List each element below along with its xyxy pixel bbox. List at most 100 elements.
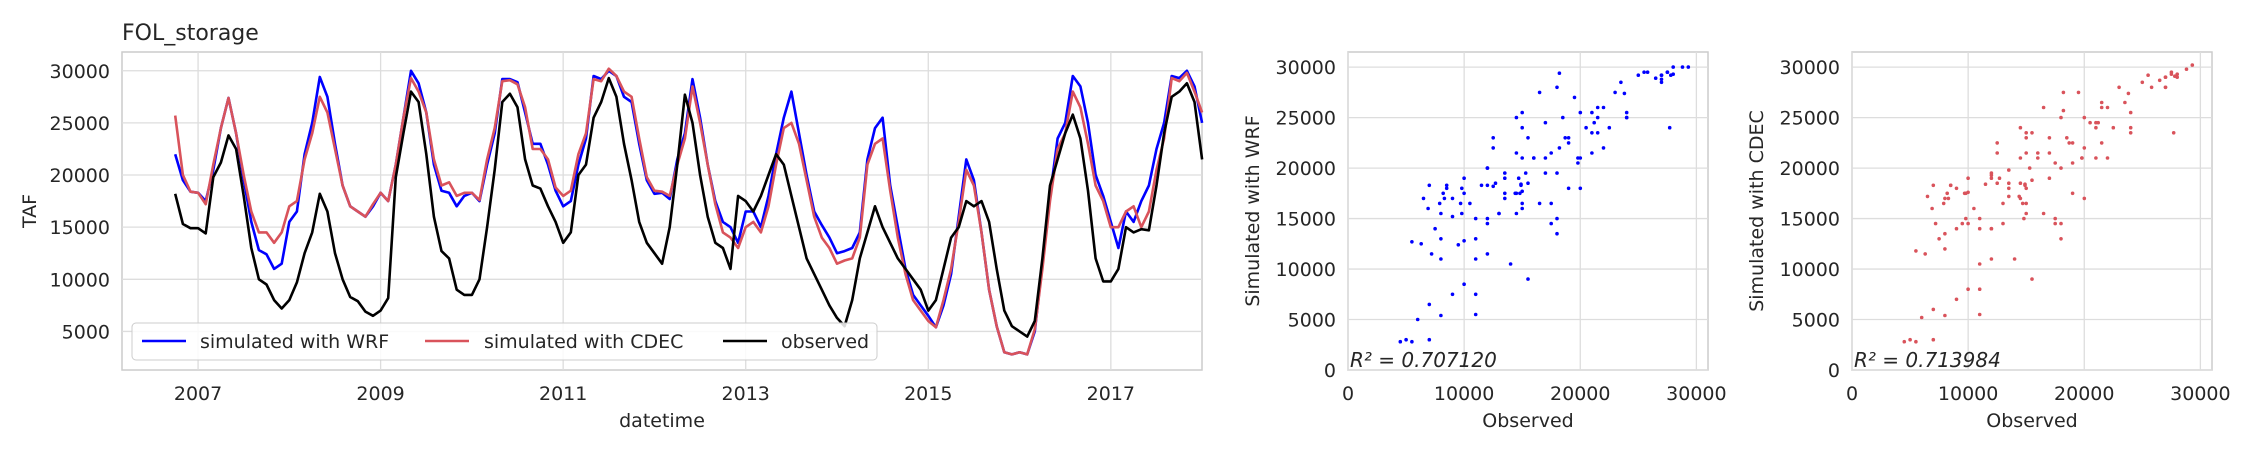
- scatter-point: [1977, 262, 1982, 266]
- scatter-point: [2105, 105, 2110, 110]
- scatter-point: [1645, 70, 1650, 74]
- scatter-point: [1671, 72, 1675, 76]
- scatter-point: [1485, 216, 1490, 221]
- scatter-point: [2099, 105, 2104, 110]
- scatter-point: [1437, 201, 1442, 206]
- scatter-point: [1555, 171, 1559, 175]
- y-tick-label: 30000: [1780, 57, 1840, 79]
- scatter-point: [1473, 292, 1478, 297]
- y-axis-label: Simulated with WRF: [1242, 115, 1264, 306]
- scatter-point: [2059, 166, 2063, 170]
- scatter-point: [2041, 211, 2046, 216]
- y-tick-label: 10000: [50, 269, 110, 291]
- y-tick-label: 25000: [1780, 108, 1840, 130]
- scatter-point: [1549, 201, 1553, 206]
- cdec-scatter-panel: 0 10000 20000 30000 0 5000 10000 15000 20000 2500…: [1746, 51, 2231, 432]
- legend-label-observed: observed: [781, 331, 869, 353]
- scatter-point: [1972, 206, 1976, 211]
- scatter-point: [1427, 183, 1432, 188]
- scatter-point: [2018, 196, 2023, 201]
- scatter-point: [1931, 183, 1936, 188]
- scatter-point: [1462, 282, 1466, 287]
- scatter-point: [1624, 115, 1629, 120]
- scatter-point: [1426, 206, 1430, 211]
- scatter-point: [1930, 206, 1934, 211]
- scatter-point: [1642, 70, 1646, 74]
- scatter-point: [2111, 125, 2116, 130]
- scatter-point: [1462, 176, 1466, 180]
- scatter-point: [1537, 90, 1542, 95]
- scatter-point: [1444, 186, 1449, 191]
- scatter-point: [2067, 141, 2071, 145]
- scatter-point: [1439, 257, 1443, 261]
- scatter-point: [2024, 136, 2028, 140]
- scatter-point: [1555, 216, 1559, 221]
- scatter-point: [1520, 110, 1524, 115]
- scatter-point: [1659, 77, 1664, 82]
- scatter-point: [1995, 181, 1999, 185]
- scatter-point: [2065, 136, 2069, 140]
- y-tick-label: 30000: [50, 61, 110, 83]
- legend-box: [131, 322, 878, 361]
- scatter-point: [1624, 110, 1629, 115]
- scatter-point: [1566, 141, 1571, 145]
- scatter-point: [1613, 90, 1617, 95]
- scatter-point: [2080, 156, 2084, 160]
- scatter-point: [1954, 297, 1959, 302]
- scatter-point: [1479, 183, 1484, 188]
- scatter-point: [1543, 156, 1548, 160]
- scatter-point: [1526, 277, 1530, 281]
- scatter-point: [2088, 120, 2092, 125]
- scatter-point: [1983, 182, 1988, 186]
- scatter-point: [2024, 201, 2028, 206]
- scatter-point: [1549, 151, 1553, 155]
- scatter-point: [1514, 191, 1519, 196]
- scatter-point: [2169, 72, 2174, 76]
- scatter-point: [1989, 257, 1994, 261]
- scatter-point: [1943, 313, 1947, 318]
- scatter-point: [2012, 257, 2017, 261]
- scatter-point: [2007, 181, 2011, 185]
- x-axis-label: Observed: [1482, 410, 1573, 432]
- scatter-point: [1526, 181, 1530, 185]
- scatter-point: [1410, 240, 1414, 244]
- scatter-point: [1441, 191, 1445, 196]
- scatter-point: [1997, 176, 2002, 180]
- x-tick-label: 10000: [1938, 383, 1998, 405]
- scatter-point: [1948, 183, 1953, 188]
- y-axis-label: TAF: [19, 194, 41, 229]
- scatter-point: [2070, 161, 2075, 165]
- scatter-point: [2099, 141, 2104, 145]
- x-tick-label: 2015: [904, 383, 952, 405]
- scatter-points: [1398, 65, 1691, 344]
- scatter-point: [1977, 226, 1982, 231]
- scatter-point: [1532, 156, 1536, 160]
- scatter-point: [2001, 221, 2005, 226]
- scatter-point: [1537, 201, 1542, 206]
- scatter-point: [2030, 277, 2034, 281]
- scatter-point: [1607, 125, 1612, 130]
- scatter-point: [1519, 183, 1523, 188]
- scatter-point: [1943, 196, 1947, 201]
- scatter-point: [1473, 312, 1478, 317]
- scatter-point: [1595, 131, 1600, 135]
- x-tick-label: 30000: [1666, 383, 1726, 405]
- scatter-point: [1563, 136, 1567, 140]
- scatter-point: [1601, 105, 1606, 110]
- scatter-point: [2036, 151, 2040, 155]
- scatter-point: [1485, 166, 1490, 170]
- scatter-point: [2007, 186, 2011, 191]
- scatter-point: [2047, 151, 2052, 155]
- scatter-point: [1578, 110, 1583, 115]
- scatter-point: [1566, 136, 1571, 140]
- scatter-point: [1473, 237, 1478, 241]
- scatter-point: [2140, 80, 2145, 85]
- scatter-point: [2149, 85, 2154, 90]
- scatter-point: [1680, 65, 1685, 69]
- scatter-point: [2070, 191, 2075, 196]
- scatter-point: [2024, 151, 2028, 155]
- scatter-point: [2184, 67, 2189, 71]
- y-tick-label: 5000: [1288, 310, 1336, 332]
- scatter-point: [2030, 131, 2034, 135]
- scatter-point: [1526, 136, 1530, 140]
